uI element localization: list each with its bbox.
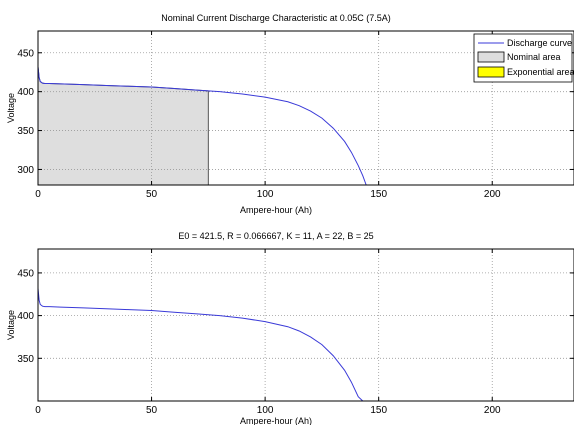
y-tick-label: 450 <box>17 268 34 279</box>
x-tick-label: 150 <box>370 405 387 416</box>
chart-title: E0 = 421.5, R = 0.066667, K = 11, A = 22… <box>178 231 373 241</box>
legend: Discharge curve Nominal area Exponential a… <box>473 33 574 83</box>
x-axis-label: Ampere-hour (Ah) <box>240 416 312 425</box>
y-tick-label: 350 <box>17 126 34 137</box>
legend-label: Exponential area <box>507 67 574 77</box>
legend-label: Discharge curve <box>507 38 572 48</box>
y-axis-label: Voltage <box>6 310 16 340</box>
x-axis-label: Ampere-hour (Ah) <box>240 205 312 215</box>
plot-area <box>38 249 574 401</box>
chart-panel-1: 0 50 100 150 200 300 350 400 450 Nominal Current … <box>6 13 574 215</box>
legend-label: Nominal area <box>507 52 561 62</box>
y-tick-label: 400 <box>17 311 34 322</box>
y-tick-label: 400 <box>17 87 34 98</box>
x-tick-label: 0 <box>35 189 41 200</box>
y-tick-label: 450 <box>17 48 34 59</box>
x-tick-label: 150 <box>370 189 387 200</box>
chart-panel-2: 0 50 100 150 200 350 400 450 E0 = 421.5, R = 0.0… <box>6 231 574 425</box>
x-tick-label: 50 <box>146 189 158 200</box>
legend-nominal-swatch <box>477 51 505 63</box>
chart-title: Nominal Current Discharge Characteristic… <box>161 13 391 23</box>
axes-frame <box>37 30 574 186</box>
axes-frame <box>37 248 574 402</box>
y-tick-label: 300 <box>17 165 34 176</box>
discharge-curve-line <box>37 288 364 402</box>
x-tick-label: 0 <box>35 405 41 416</box>
x-tick-label: 100 <box>257 405 274 416</box>
x-tick-label: 200 <box>484 405 501 416</box>
y-tick-label: 350 <box>17 354 34 365</box>
y-axis-label: Voltage <box>6 93 16 123</box>
x-tick-label: 100 <box>257 189 274 200</box>
x-tick-label: 200 <box>484 189 501 200</box>
x-tick-label: 50 <box>146 405 158 416</box>
discharge-curve-line <box>37 66 367 186</box>
legend-exponential-swatch <box>477 66 505 78</box>
